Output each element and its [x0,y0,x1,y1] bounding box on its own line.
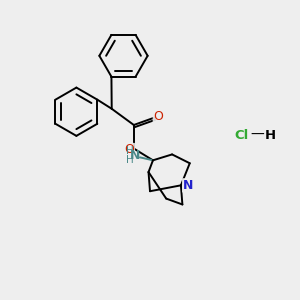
Text: —: — [250,128,264,142]
Text: H: H [125,146,133,157]
Text: H: H [125,155,133,165]
Text: N: N [183,179,193,192]
Text: O: O [124,143,134,157]
Text: O: O [153,110,163,123]
Text: H: H [265,129,276,142]
Text: N: N [130,149,140,162]
Text: Cl: Cl [234,129,248,142]
